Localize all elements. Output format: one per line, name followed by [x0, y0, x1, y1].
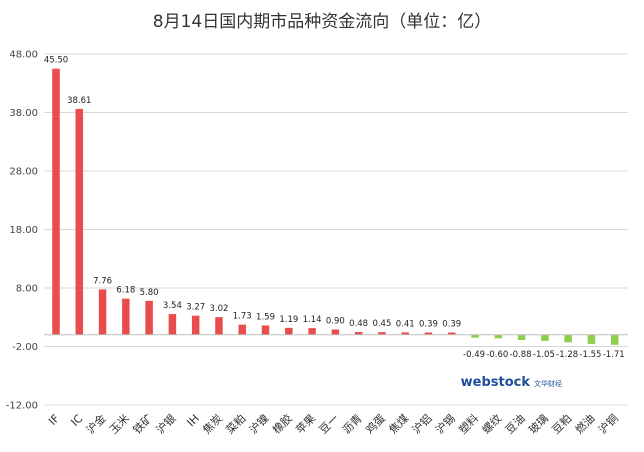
data-label: 0.39 — [442, 320, 461, 330]
x-tick-label: 玉米 — [107, 412, 132, 437]
bars — [52, 68, 619, 345]
watermark-brand-cn: 文华财经 — [534, 379, 562, 388]
data-label: 0.45 — [372, 319, 391, 329]
data-label: 6.18 — [116, 286, 135, 296]
data-label: 0.48 — [349, 319, 368, 329]
data-label: -0.88 — [510, 350, 532, 360]
x-tick-label: 橡胶 — [269, 411, 294, 436]
y-tick-label: -2.00 — [12, 342, 38, 353]
y-axis-ticks: 48.00 38.00 28.00 18.00 8.00 -2.00 -12.00 — [6, 50, 38, 412]
bar — [471, 334, 479, 338]
data-label: -1.05 — [533, 350, 555, 360]
bar — [424, 332, 433, 335]
x-tick-label: 豆一 — [317, 412, 342, 437]
data-label: 0.39 — [419, 320, 438, 330]
x-tick-label: 沪铝 — [409, 411, 434, 436]
bar — [610, 334, 619, 345]
x-tick-label: IC — [68, 412, 85, 429]
bar — [75, 108, 84, 335]
bar — [541, 334, 549, 341]
bar — [145, 300, 153, 335]
x-tick-label: 焦煤 — [387, 412, 412, 437]
data-label: -0.60 — [486, 350, 508, 360]
bar — [215, 317, 223, 335]
bar — [401, 332, 409, 335]
data-labels: 45.50 38.61 7.76 6.18 5.80 3.54 3.27 3.02 1.73 1.… — [44, 56, 625, 360]
bar — [354, 331, 363, 335]
data-label: 3.54 — [163, 301, 182, 311]
data-label: 1.19 — [279, 315, 298, 325]
data-label: 1.14 — [303, 315, 322, 325]
bar — [517, 334, 526, 340]
data-label: 1.73 — [233, 312, 252, 322]
x-tick-label: 沪镍 — [246, 411, 271, 436]
data-label: 5.80 — [140, 288, 159, 298]
x-tick-label: 塑料 — [456, 411, 481, 436]
data-label: 0.90 — [326, 317, 345, 327]
x-tick-label: 玻璃 — [526, 411, 551, 436]
bar — [285, 327, 293, 335]
data-label: -1.55 — [579, 350, 601, 360]
watermark-logo: webstock 文华财经 — [461, 375, 562, 390]
y-tick-label: 38.00 — [9, 108, 38, 119]
data-label: 7.76 — [93, 276, 112, 286]
y-tick-label: -12.00 — [6, 401, 38, 412]
x-tick-label: 焦炭 — [200, 412, 225, 437]
x-tick-label: 豆油 — [502, 411, 527, 436]
bar — [168, 314, 177, 335]
y-tick-label: 18.00 — [9, 225, 38, 236]
bar — [564, 334, 572, 343]
bar — [587, 334, 596, 344]
bar — [122, 298, 130, 335]
x-tick-label: 豆粕 — [549, 411, 574, 436]
bar — [238, 324, 246, 335]
x-tick-label: 螺纹 — [479, 411, 504, 436]
data-label: 3.02 — [209, 304, 228, 314]
bar — [261, 325, 270, 335]
x-tick-label: 苹果 — [293, 411, 318, 436]
watermark-brand: webstock — [461, 375, 531, 390]
x-tick-label: IF — [46, 412, 62, 428]
bar — [98, 289, 107, 335]
data-label: -0.49 — [463, 350, 485, 360]
x-tick-label: 燃油 — [572, 411, 597, 436]
y-tick-label: 48.00 — [9, 50, 38, 61]
data-label: -1.71 — [603, 350, 625, 360]
grid-lines — [44, 53, 628, 406]
bar — [52, 68, 60, 335]
data-label: -1.28 — [556, 350, 578, 360]
bar — [191, 315, 200, 335]
bar — [448, 332, 456, 335]
x-tick-label: 菜粕 — [223, 411, 248, 436]
x-tick-label: IH — [184, 412, 201, 429]
data-label: 38.61 — [67, 96, 91, 106]
x-tick-label: 沪铜 — [595, 411, 620, 436]
bar — [494, 334, 503, 339]
bar — [308, 328, 316, 335]
data-label: 0.41 — [396, 319, 415, 329]
x-tick-label: 沪锡 — [432, 411, 457, 436]
x-tick-label: 沪银 — [153, 411, 178, 436]
x-tick-label: 铁矿 — [130, 412, 155, 437]
x-tick-label: 鸡蛋 — [363, 411, 388, 436]
y-tick-label: 8.00 — [16, 284, 38, 295]
data-label: 3.27 — [186, 303, 205, 313]
x-tick-label: 沥青 — [340, 412, 365, 437]
data-label: 45.50 — [44, 56, 68, 66]
x-tick-label: 沪金 — [83, 411, 108, 436]
data-label: 1.59 — [256, 312, 275, 322]
bar — [331, 329, 340, 335]
y-tick-label: 28.00 — [9, 167, 38, 178]
bar — [378, 332, 386, 335]
chart-title: 8月14日国内期市品种资金流向（单位：亿） — [153, 12, 491, 32]
